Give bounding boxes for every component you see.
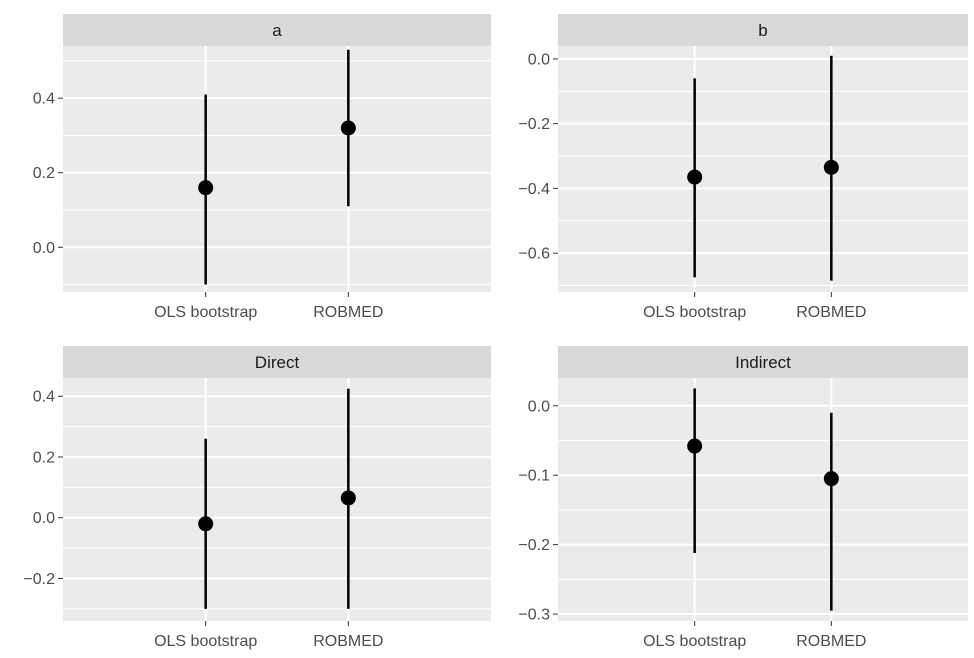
estimate-point (198, 516, 214, 532)
estimate-point (340, 490, 356, 506)
x-tick-label: ROBMED (313, 304, 383, 321)
y-tick-label: −0.6 (518, 246, 550, 263)
estimate-point (340, 120, 356, 136)
y-tick-label: 0.4 (33, 389, 55, 406)
y-tick-label: −0.2 (518, 537, 550, 554)
facet-strip (558, 14, 968, 46)
y-tick-label: 0.0 (33, 510, 55, 527)
facet-title: a (272, 21, 282, 40)
x-tick-label: ROBMED (313, 633, 383, 650)
x-tick-label: OLS bootstrap (154, 304, 257, 321)
y-tick-label: −0.2 (23, 571, 55, 588)
y-tick-label: 0.2 (33, 449, 55, 466)
y-tick-label: 0.0 (528, 51, 550, 68)
x-tick-label: OLS bootstrap (154, 633, 257, 650)
panel-background (63, 378, 491, 621)
facet-panel-3: Indirect −0.3 −0.2 −0.1 0.0 OLS bootstrap ROBM… (518, 346, 968, 650)
y-tick-label: 0.0 (33, 240, 55, 257)
facet-title: b (758, 21, 767, 40)
x-tick-label: OLS bootstrap (643, 633, 746, 650)
facet-title: Direct (255, 353, 300, 372)
estimate-point (687, 438, 703, 454)
y-tick-label: −0.4 (518, 181, 550, 198)
y-tick-label: −0.2 (518, 116, 550, 133)
facet-strip (63, 14, 491, 46)
y-tick-label: 0.2 (33, 165, 55, 182)
estimate-point (198, 180, 214, 196)
facet-panel-0: a 0.0 0.2 0.4 OLS bootstrap ROBMED (33, 14, 491, 321)
facet-panel-2: Direct −0.2 0.0 0.2 0.4 OLS bootstrap ROBMED (23, 346, 491, 650)
estimate-point (823, 159, 839, 175)
estimate-point (687, 169, 703, 185)
panel-background (63, 46, 491, 292)
panel-background (558, 378, 968, 621)
y-tick-label: −0.1 (518, 468, 550, 485)
estimate-point (823, 471, 839, 487)
facet-title: Indirect (735, 353, 791, 372)
y-tick-label: 0.4 (33, 91, 55, 108)
x-tick-label: OLS bootstrap (643, 304, 746, 321)
facet-strip (63, 346, 491, 378)
panel-background (558, 46, 968, 292)
y-tick-label: −0.3 (518, 607, 550, 624)
x-tick-label: ROBMED (796, 633, 866, 650)
x-tick-label: ROBMED (796, 304, 866, 321)
y-tick-label: 0.0 (528, 398, 550, 415)
facet-strip (558, 346, 968, 378)
facet-panel-1: b −0.6 −0.4 −0.2 0.0 OLS bootstrap ROBMED (518, 14, 968, 321)
